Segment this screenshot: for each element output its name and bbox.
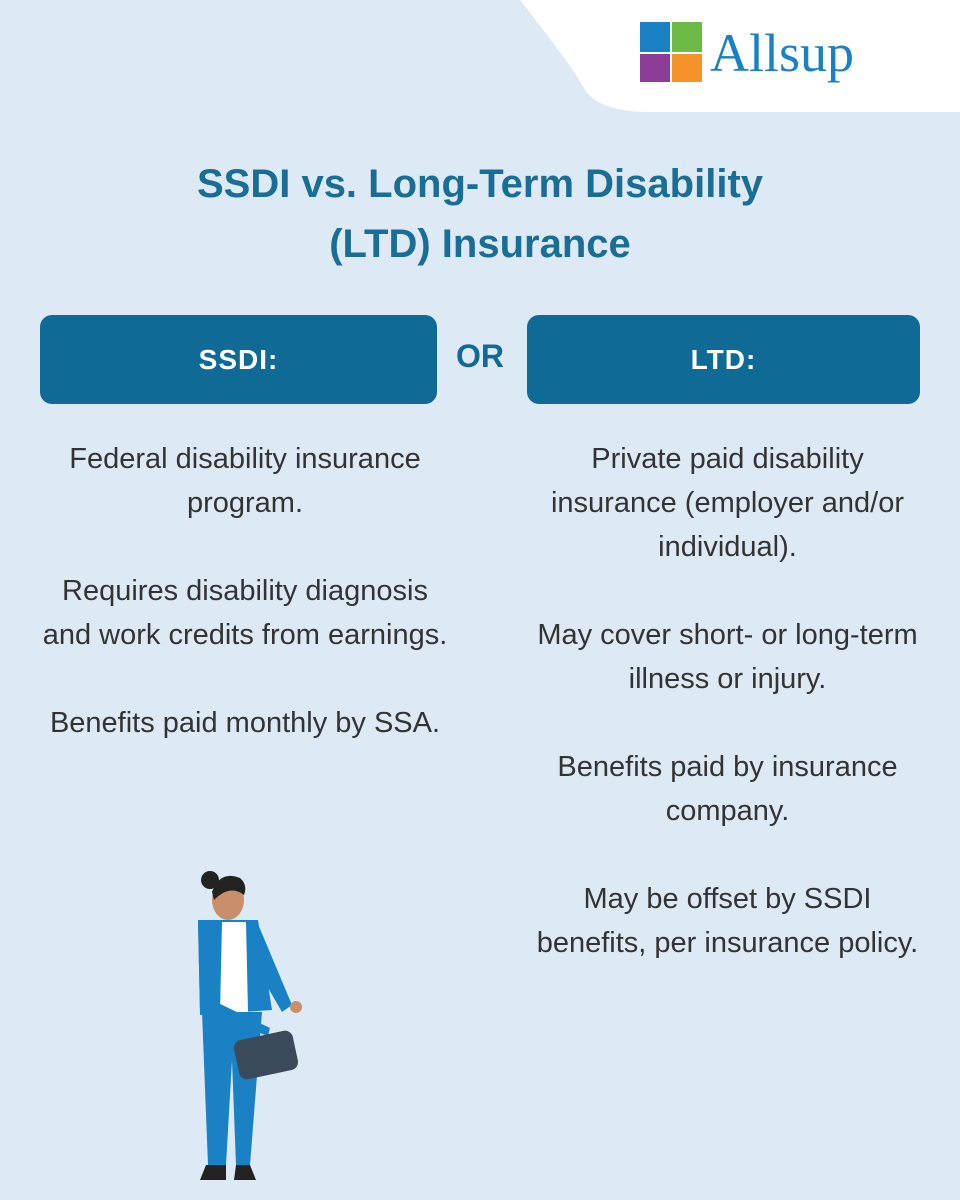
title-line: SSDI vs. Long-Term Disability xyxy=(196,162,764,206)
right-column: Private paid disability insurance (emplo… xyxy=(535,437,920,1009)
title-line: (LTD) Insurance xyxy=(329,222,631,266)
comparison-item: Requires disability diagnosis and work c… xyxy=(42,575,448,651)
comparison-item: Benefits paid monthly by SSA. xyxy=(49,707,441,739)
illustration-woman xyxy=(198,871,302,1180)
comparison-item: May be offset by SSDI benefits, per insu… xyxy=(536,883,919,959)
column-header: LTD: xyxy=(527,315,920,404)
separator: OR xyxy=(456,338,504,374)
logo-banner xyxy=(520,0,960,112)
comparison-item: Benefits paid by insurance company. xyxy=(557,751,898,827)
comparison-item: May cover short- or long-term illness or… xyxy=(537,619,918,695)
logo-mark xyxy=(640,22,702,82)
logo-text: Allsup xyxy=(710,23,855,83)
left-column: Federal disability insurance program. Req… xyxy=(40,437,450,789)
column-header: SSDI: xyxy=(40,315,437,404)
comparison-item: Federal disability insurance program. xyxy=(69,443,421,519)
comparison-item: Private paid disability insurance (emplo… xyxy=(550,443,904,563)
